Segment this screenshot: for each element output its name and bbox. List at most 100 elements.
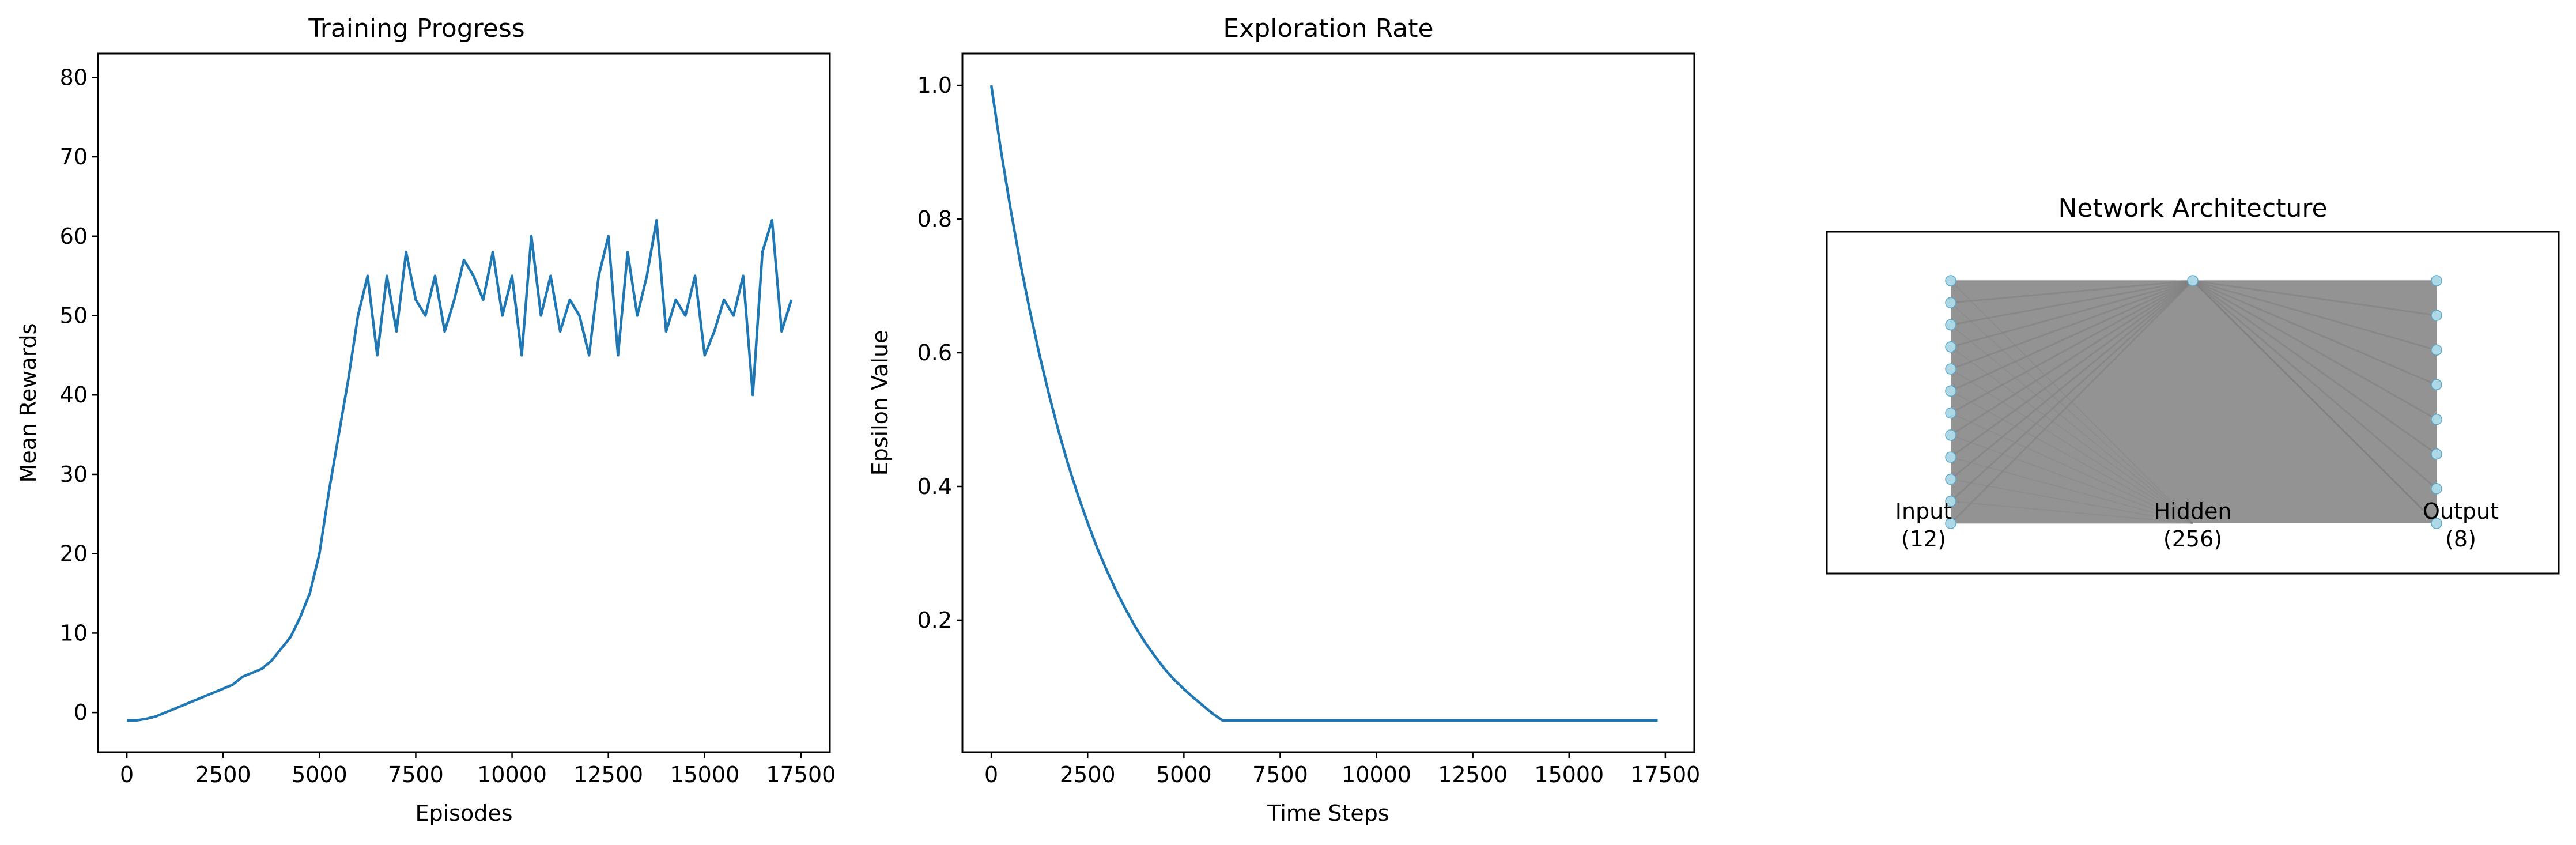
network-node	[1945, 429, 1956, 441]
training-xlabel: Episodes	[415, 801, 512, 826]
edge	[2192, 280, 2437, 351]
network-node	[1945, 319, 1956, 331]
network-node	[2431, 344, 2442, 356]
network-frame	[1826, 231, 2560, 575]
network-title: Network Architecture	[2058, 194, 2327, 223]
network-node	[2431, 379, 2442, 391]
edge	[2192, 280, 2438, 525]
exploration-plot-frame	[961, 52, 1695, 753]
network-node	[2431, 518, 2442, 529]
network-architecture-panel: Network Architecture Input (12) Hidden (…	[1826, 194, 2560, 575]
exploration-title: Exploration Rate	[1223, 14, 1433, 43]
y-tick-label: 0.4	[917, 474, 952, 499]
y-tick-label: 10	[60, 620, 88, 646]
network-node	[1945, 385, 1956, 397]
exploration-ylabel: Epsilon Value	[867, 330, 893, 476]
edge	[1950, 434, 2193, 524]
edge	[2192, 280, 2437, 316]
edge	[2192, 280, 2437, 524]
x-tick-label: 0	[984, 762, 998, 787]
edge	[1950, 280, 2193, 326]
edge	[2192, 280, 2437, 524]
edge	[2192, 280, 2437, 455]
network-node	[2431, 448, 2442, 460]
edge	[2192, 280, 2437, 524]
exploration-xlabel: Time Steps	[1267, 801, 1389, 826]
edge-mass	[1951, 281, 2437, 523]
x-tick-label: 5000	[292, 762, 348, 787]
network-node	[2431, 483, 2442, 495]
exploration-y-ticks: 0.2 0.4 0.6 0.8 1.0	[917, 73, 962, 633]
network-node	[1945, 495, 1956, 507]
network-node	[2431, 275, 2442, 286]
y-tick-label: 80	[60, 65, 88, 90]
hidden-layer-count: (256)	[2163, 526, 2222, 552]
network-node	[1945, 451, 1956, 463]
y-tick-label: 40	[60, 382, 88, 408]
network-node	[1945, 407, 1956, 419]
y-tick-label: 20	[60, 541, 88, 567]
edge	[2192, 280, 2437, 524]
network-node	[1945, 518, 1956, 529]
x-tick-label: 5000	[1156, 762, 1212, 787]
x-tick-label: 2500	[195, 762, 251, 787]
x-tick-label: 12500	[1438, 762, 1508, 787]
training-progress-panel: Training Progress 0 2500 5000 7500 10000 1250…	[16, 14, 836, 826]
network-node	[1945, 275, 1956, 286]
x-tick-label: 10000	[1342, 762, 1411, 787]
edge	[2192, 280, 2437, 489]
edge	[2192, 280, 2437, 420]
y-tick-label: 70	[60, 144, 88, 169]
network-node	[1945, 341, 1956, 353]
y-tick-label: 1.0	[917, 73, 952, 98]
edge	[1950, 457, 2193, 524]
edge	[1950, 280, 2193, 304]
y-tick-label: 50	[60, 303, 88, 329]
x-tick-label: 17500	[1630, 762, 1700, 787]
x-tick-label: 7500	[388, 762, 444, 787]
network-edges	[1950, 280, 2438, 525]
input-layer-count: (12)	[1901, 526, 1946, 552]
output-layer-name: Output	[2423, 499, 2499, 524]
training-marks	[127, 218, 793, 722]
training-title: Training Progress	[308, 14, 524, 43]
edge	[1950, 280, 2194, 525]
edge	[1950, 280, 2193, 436]
x-tick-label: 17500	[766, 762, 836, 787]
edge	[1950, 280, 2193, 348]
training-y-ticks: 0 10 20 30 40 50 60 70 80	[60, 65, 98, 725]
network-node	[2431, 310, 2442, 321]
edge	[1950, 390, 2193, 524]
network-node	[1945, 297, 1956, 309]
network-node	[1945, 473, 1956, 485]
x-tick-label: 10000	[477, 762, 547, 787]
y-tick-label: 60	[60, 224, 88, 249]
edge	[2192, 280, 2437, 524]
exploration-marks	[989, 85, 1658, 722]
y-tick-label: 0.2	[917, 608, 952, 633]
x-tick-label: 2500	[1060, 762, 1116, 787]
edge	[1950, 346, 2193, 524]
edge	[2192, 280, 2437, 524]
output-layer-count: (8)	[2445, 526, 2476, 552]
edge	[1950, 280, 2193, 458]
y-tick-label: 0	[74, 700, 88, 725]
y-tick-label: 0.6	[917, 340, 952, 365]
edge	[1950, 412, 2193, 524]
edge	[1950, 280, 2193, 414]
x-tick-label: 12500	[573, 762, 643, 787]
y-tick-label: 30	[60, 462, 88, 487]
x-tick-label: 15000	[670, 762, 739, 787]
edge	[1950, 500, 2193, 524]
edge	[1950, 280, 2193, 524]
training-x-ticks: 0 2500 5000 7500 10000 12500 15000 17500	[120, 752, 836, 787]
edge	[2192, 280, 2437, 386]
edge	[1950, 280, 2193, 392]
edge	[1950, 280, 2194, 502]
edge	[1950, 302, 2193, 524]
training-ylabel: Mean Rewards	[16, 323, 41, 483]
input-layer-name: Input	[1895, 499, 1952, 524]
exploration-rate-panel: Exploration Rate 0 2500 5000 7500 10000 12500…	[867, 14, 1700, 826]
x-tick-label: 15000	[1534, 762, 1604, 787]
